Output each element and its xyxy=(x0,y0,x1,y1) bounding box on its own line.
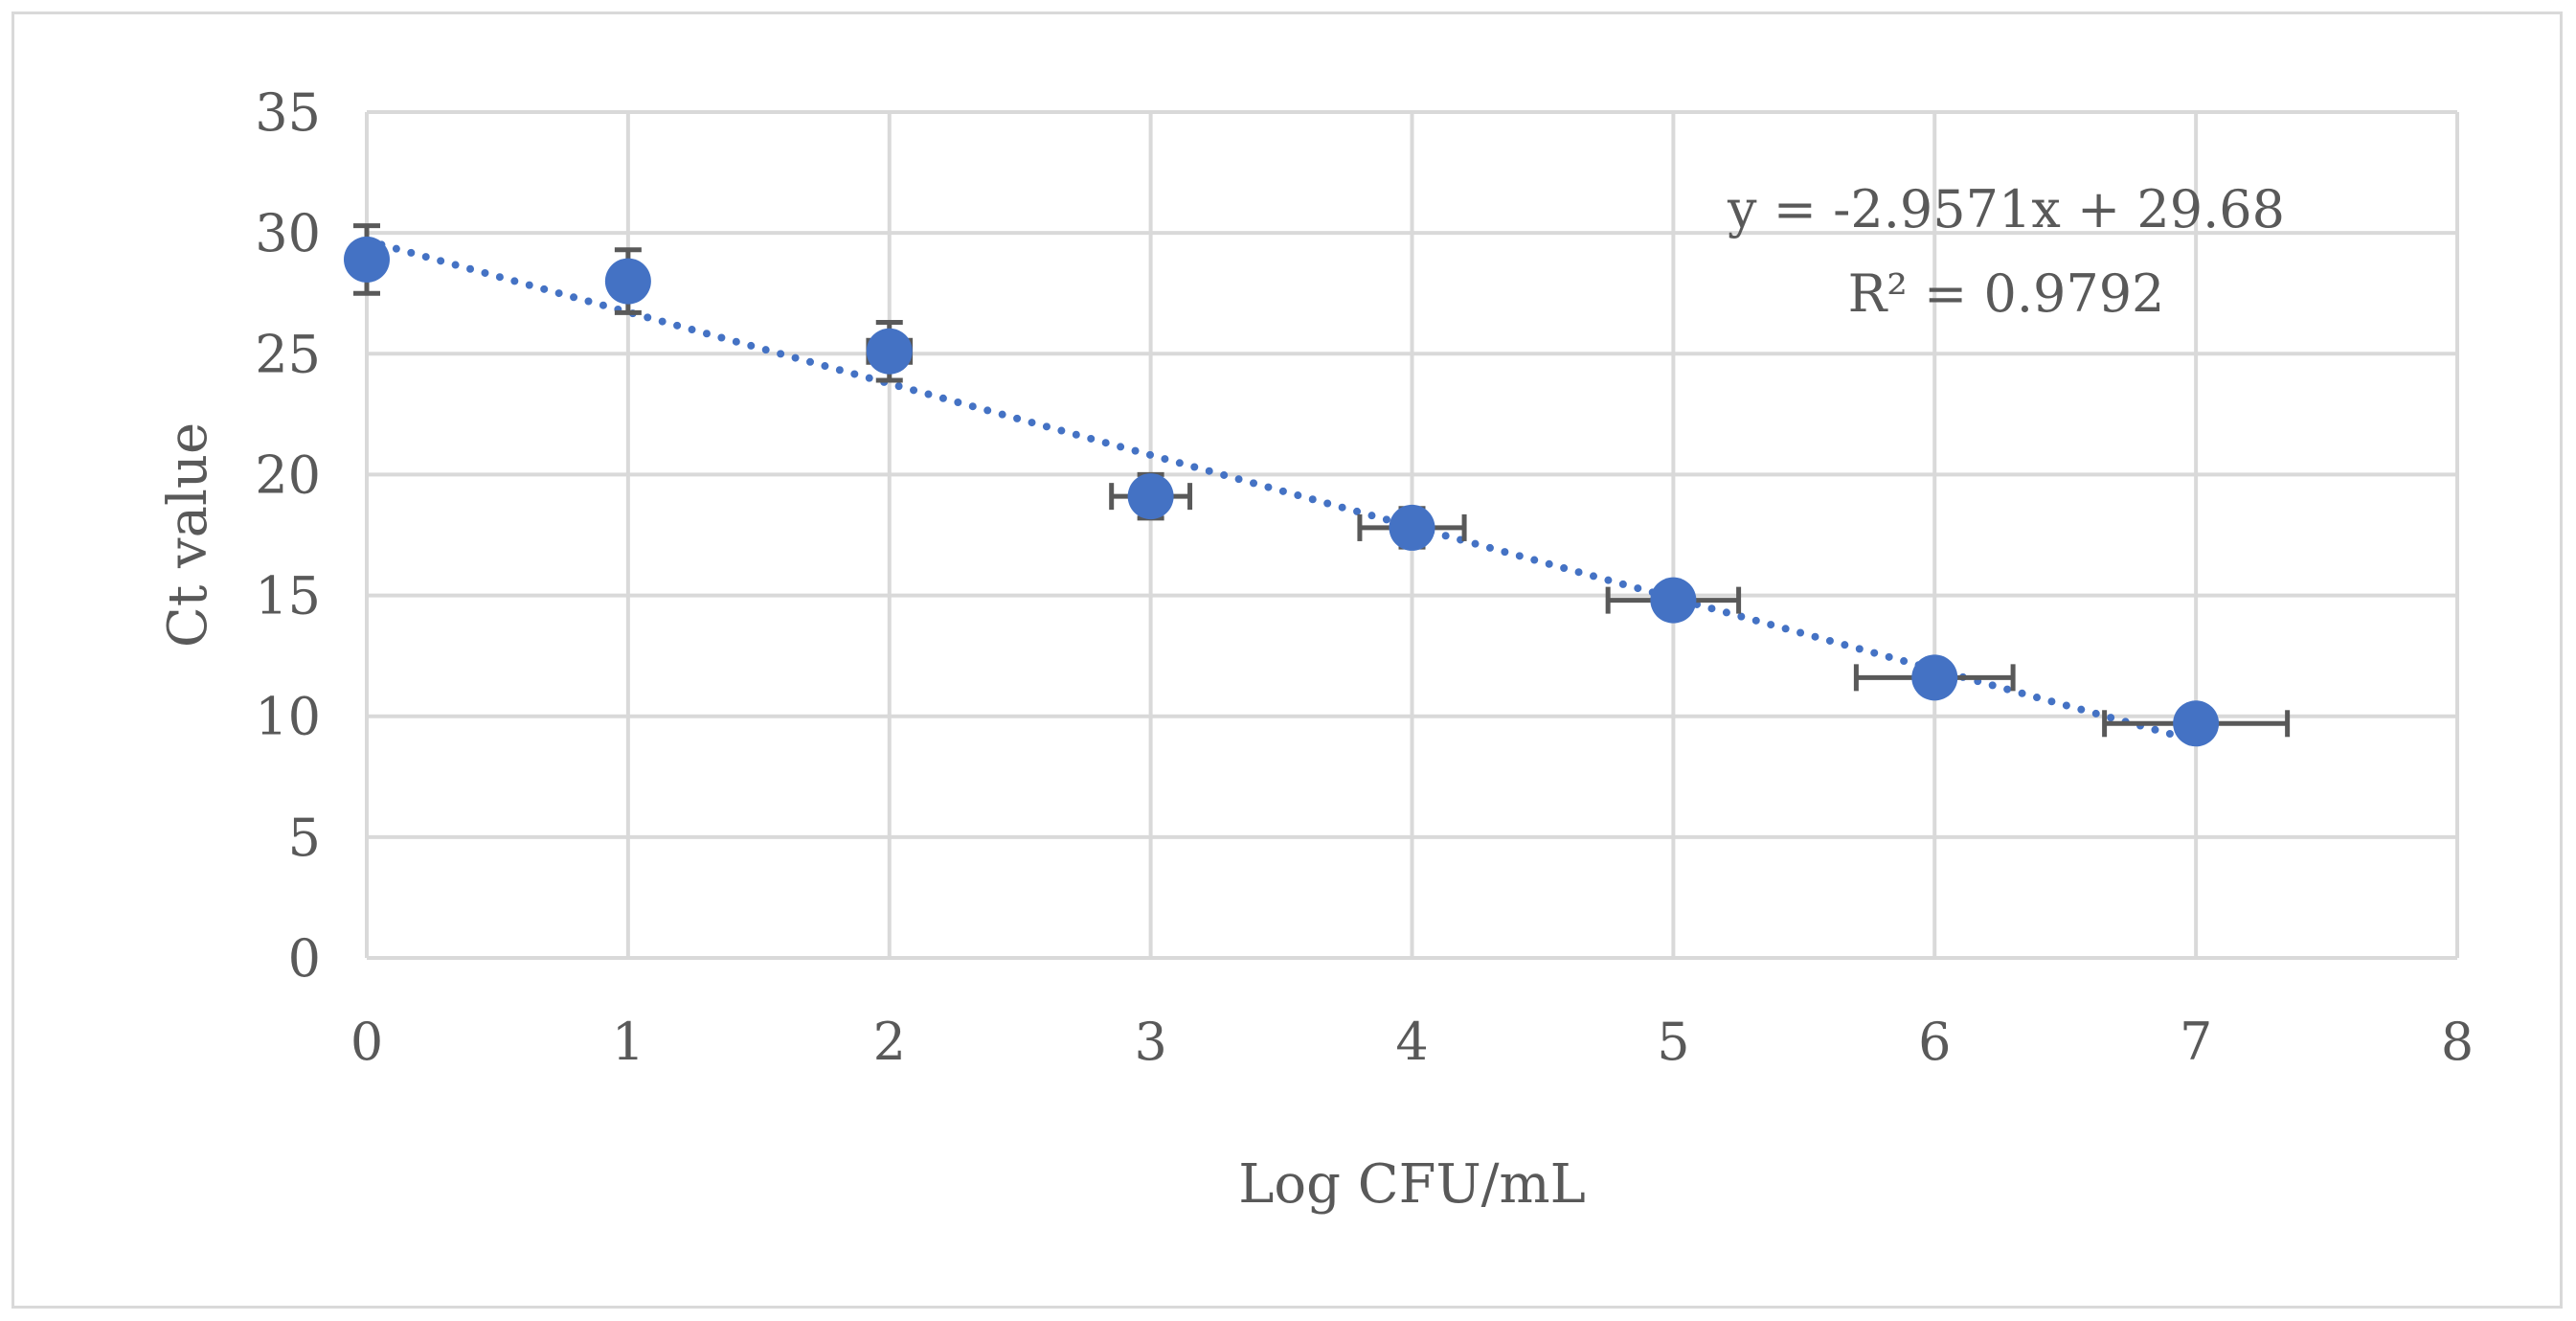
data-point-7 xyxy=(2173,700,2220,747)
y-tick-label-20: 20 xyxy=(255,444,321,505)
x-tick-label-0: 0 xyxy=(350,1012,383,1072)
trendline-r-squared: R² = 0.9792 xyxy=(1848,263,2165,324)
x-tick-label-2: 2 xyxy=(873,1012,906,1072)
data-point-4 xyxy=(1389,504,1435,551)
x-tick-label-7: 7 xyxy=(2180,1012,2212,1072)
data-point-5 xyxy=(1650,577,1697,624)
trendline xyxy=(363,237,2201,745)
data-point-6 xyxy=(1911,654,1958,701)
trendline-equation: y = -2.9571x + 29.68 xyxy=(1727,179,2285,239)
y-tick-label-15: 15 xyxy=(255,566,321,626)
x-tick-label-3: 3 xyxy=(1134,1012,1166,1072)
x-tick-label-5: 5 xyxy=(1657,1012,1689,1072)
data-point-3 xyxy=(1127,473,1174,520)
y-axis-title: Ct value xyxy=(157,422,219,648)
x-tick-label-8: 8 xyxy=(2441,1012,2474,1072)
data-point-0 xyxy=(344,236,390,283)
grid xyxy=(365,110,2459,960)
y-tick-label-35: 35 xyxy=(255,82,321,143)
data-point-1 xyxy=(604,258,651,305)
y-tick-label-30: 30 xyxy=(255,203,321,263)
x-axis-title: Log CFU/mL xyxy=(1238,1153,1586,1216)
x-tick-label-4: 4 xyxy=(1395,1012,1428,1072)
x-tick-label-1: 1 xyxy=(612,1012,644,1072)
chart-frame: 0 1 2 3 4 5 6 7 8 0 5 10 15 20 25 30 35 Log CFU/mL Ct va… xyxy=(11,11,2563,1309)
y-tick-label-5: 5 xyxy=(288,808,321,868)
x-tick-label-6: 6 xyxy=(1918,1012,1951,1072)
data-points xyxy=(344,236,2220,747)
trendline-layer xyxy=(363,237,2201,745)
y-tick-label-10: 10 xyxy=(255,687,321,747)
data-point-2 xyxy=(866,328,913,375)
y-tick-label-25: 25 xyxy=(255,324,321,384)
y-tick-label-0: 0 xyxy=(288,928,321,989)
tick-labels: 0 1 2 3 4 5 6 7 8 0 5 10 15 20 25 30 35 xyxy=(255,82,2474,1072)
scatter-chart: 0 1 2 3 4 5 6 7 8 0 5 10 15 20 25 30 35 Log CFU/mL Ct va… xyxy=(157,82,2474,1216)
